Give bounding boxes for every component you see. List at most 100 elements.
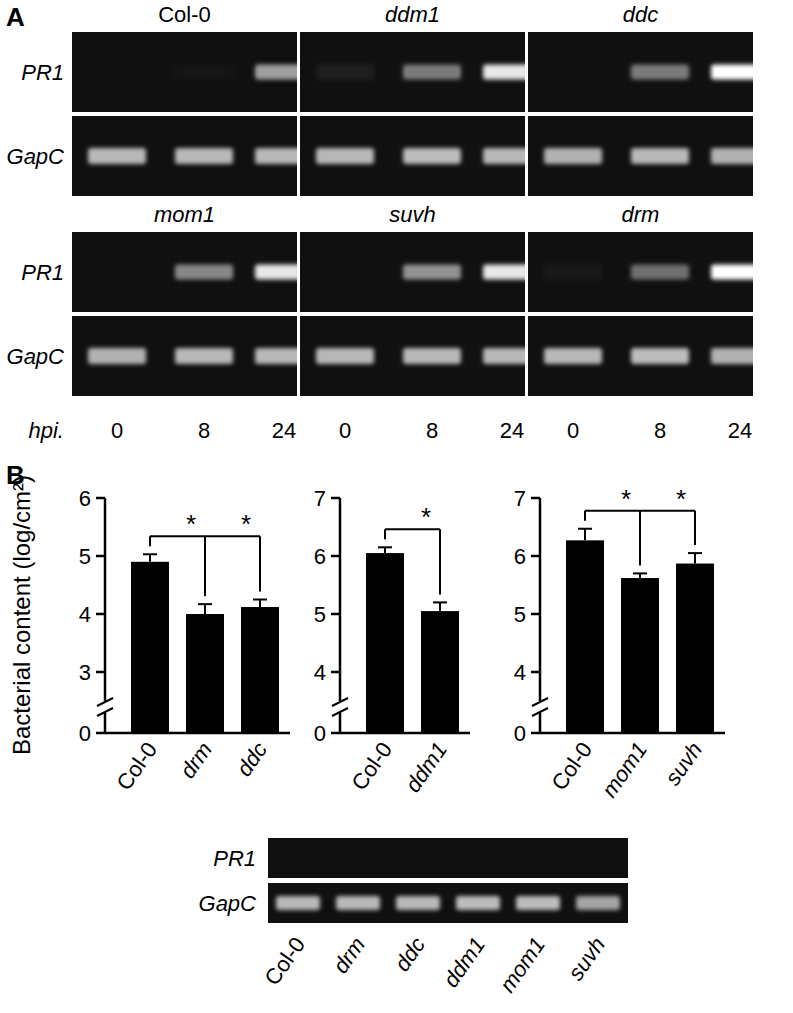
- x-axis: [105, 732, 290, 735]
- y-tick-label: 4: [79, 602, 91, 627]
- lane-label: ddm1: [438, 933, 490, 992]
- error-cap: [198, 603, 212, 605]
- bar: [621, 578, 659, 733]
- y-tick-label: 7: [314, 486, 326, 511]
- error-bar: [259, 600, 261, 608]
- error-cap: [578, 528, 592, 530]
- error-bar: [439, 602, 441, 611]
- gel-band: [576, 851, 620, 865]
- x-tick-label: Col-0: [111, 738, 162, 795]
- timepoint-label: 24: [272, 418, 296, 443]
- gel-band: [711, 348, 769, 364]
- gel-band: [336, 896, 380, 910]
- row-label: PR1: [21, 60, 64, 85]
- error-bar: [584, 529, 586, 541]
- gel-title: ddc: [623, 2, 658, 27]
- x-tick-label: suvh: [660, 738, 707, 790]
- error-cap: [433, 601, 447, 603]
- gel: [300, 116, 541, 196]
- gel: [300, 232, 541, 312]
- gel-band: [396, 851, 440, 865]
- y-tick-label: 6: [79, 486, 91, 511]
- bar: [566, 540, 604, 733]
- gel-band: [88, 65, 146, 80]
- figure: ABCol-0PR1GapCddm1ddcmom1PR1GapC0824suvh…: [0, 0, 793, 1013]
- gel: [528, 32, 769, 112]
- error-bar: [204, 604, 206, 614]
- lane-label: suvh: [563, 933, 610, 985]
- timepoint-label: 0: [339, 418, 351, 443]
- gel-band: [456, 896, 500, 910]
- bracket: [385, 528, 440, 530]
- y-tick-label: 5: [514, 602, 526, 627]
- gel-band: [544, 265, 602, 280]
- panel-label: A: [6, 2, 25, 32]
- gel-band: [276, 851, 320, 865]
- gel-band: [711, 265, 769, 280]
- gel: [72, 232, 313, 312]
- y-tick: [96, 671, 105, 674]
- gel-band: [316, 348, 374, 364]
- significance-label: *: [676, 484, 686, 514]
- y-tick-label: 5: [79, 544, 91, 569]
- row-label: GapC: [7, 344, 65, 369]
- gel-title: Col-0: [158, 2, 211, 27]
- timepoint-label: 8: [426, 418, 438, 443]
- axis-break: [332, 708, 348, 716]
- bar-chart: 04567Col-0mom1suvh**: [514, 484, 725, 802]
- row-label: GapC: [7, 144, 65, 169]
- bars: [366, 547, 459, 733]
- x-tick-label: mom1: [597, 738, 653, 802]
- gel: [268, 883, 628, 923]
- lane-label: ddc: [389, 933, 430, 976]
- x-tick-label: Col-0: [546, 738, 597, 795]
- significance-label: *: [621, 484, 631, 514]
- timepoint-label: 0: [567, 418, 579, 443]
- gel-title: ddm1: [385, 2, 440, 27]
- y-tick: [531, 555, 540, 558]
- y-tick: [331, 497, 340, 500]
- bracket-drop: [384, 529, 386, 539]
- gel-band: [456, 851, 500, 865]
- gel-band: [544, 148, 602, 164]
- x-label: hpi.: [29, 418, 64, 443]
- bar: [186, 614, 224, 733]
- bracket-drop: [149, 536, 151, 546]
- bracket-drop: [639, 511, 641, 566]
- gel-band: [631, 65, 689, 80]
- gel-band: [516, 896, 560, 910]
- bracket-drop: [259, 536, 261, 591]
- bar-chart: 03456Col-0drmddcBacterial content (log/c…: [8, 475, 290, 795]
- y-axis: [339, 713, 342, 733]
- error-cap: [253, 599, 267, 601]
- gel-band: [544, 65, 602, 80]
- gel: [300, 316, 541, 396]
- gel-band: [316, 148, 374, 164]
- gel-background: [268, 883, 628, 923]
- y-tick: [531, 613, 540, 616]
- x-tick-label: Col-0: [346, 738, 397, 795]
- gel-band: [316, 265, 374, 280]
- gel-band: [403, 265, 461, 280]
- error-cap: [378, 546, 392, 548]
- bracket-drop: [694, 511, 696, 545]
- y-tick-label: 4: [314, 660, 326, 685]
- gel-band: [316, 65, 374, 80]
- timepoint-label: 24: [728, 418, 752, 443]
- y-tick: [331, 613, 340, 616]
- error-cap: [143, 553, 157, 555]
- y-tick: [531, 497, 540, 500]
- gel-band: [175, 65, 233, 80]
- gel-band: [396, 896, 440, 910]
- y-tick-label: 3: [79, 660, 91, 685]
- y-tick-label: 0: [79, 721, 91, 746]
- timepoint-label: 8: [198, 418, 210, 443]
- y-tick: [331, 555, 340, 558]
- y-axis: [539, 498, 542, 701]
- gel-band: [544, 348, 602, 364]
- gel-band: [175, 348, 233, 364]
- gel-band: [631, 148, 689, 164]
- y-tick: [331, 732, 340, 735]
- gel-band: [631, 348, 689, 364]
- gel-background: [268, 838, 628, 878]
